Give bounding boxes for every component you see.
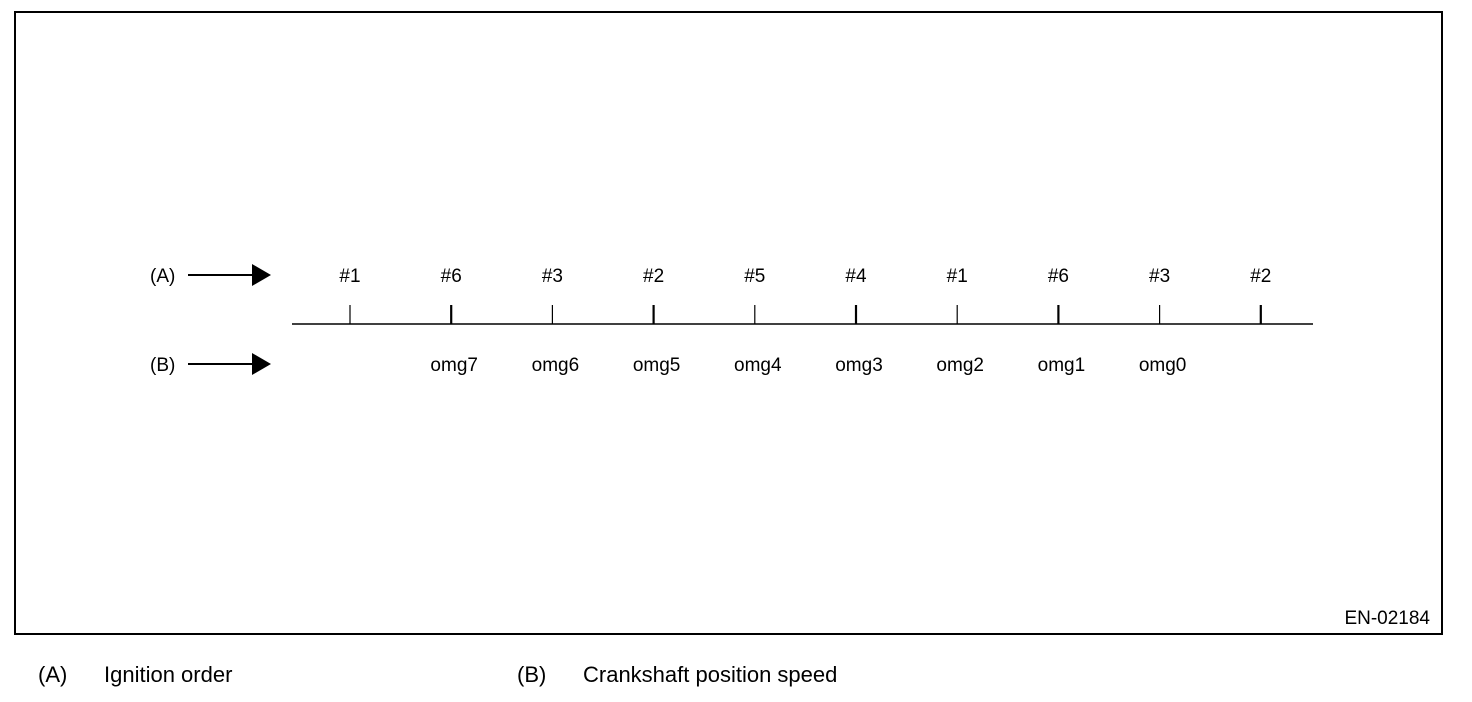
ignition-label: #6 (441, 266, 462, 287)
legend-tag-b: (B) (517, 662, 547, 687)
tick-marks (349, 305, 1262, 324)
legend-item-b: (B) Crankshaft position speed (517, 662, 837, 688)
row-b-arrow (188, 353, 271, 375)
ignition-label: #1 (339, 266, 360, 287)
legend-item-a: (A) Ignition order (38, 662, 232, 688)
ignition-label: #5 (744, 266, 765, 287)
speed-label: omg7 (430, 355, 478, 376)
ignition-label: #2 (1250, 266, 1271, 287)
ignition-label: #6 (1048, 266, 1069, 287)
row-b-marker: (B) (150, 355, 175, 376)
speed-label: omg5 (633, 355, 681, 376)
legend-text-b: Crankshaft position speed (583, 662, 838, 687)
speed-label: omg6 (532, 355, 580, 376)
ignition-label: #3 (1149, 266, 1170, 287)
ignition-label: #4 (845, 266, 867, 287)
ignition-labels: #1 #6 #3 #2 #5 #4 #1 #6 #3 #2 (339, 266, 1271, 287)
row-a-marker: (A) (150, 266, 175, 287)
speed-labels: omg7 omg6 omg5 omg4 omg3 omg2 omg1 omg0 (430, 355, 1186, 376)
speed-label: omg4 (734, 355, 782, 376)
figure-code: EN-02184 (1344, 608, 1430, 629)
speed-label: omg1 (1038, 355, 1086, 376)
ignition-label: #3 (542, 266, 563, 287)
ignition-label: #2 (643, 266, 664, 287)
speed-label: omg0 (1139, 355, 1187, 376)
legend-tag-a: (A) (38, 662, 68, 687)
row-a-arrow (188, 264, 271, 286)
ignition-label: #1 (947, 266, 968, 287)
figure-frame (14, 11, 1443, 635)
legend-text-a: Ignition order (104, 662, 233, 687)
speed-label: omg2 (936, 355, 984, 376)
speed-label: omg3 (835, 355, 883, 376)
